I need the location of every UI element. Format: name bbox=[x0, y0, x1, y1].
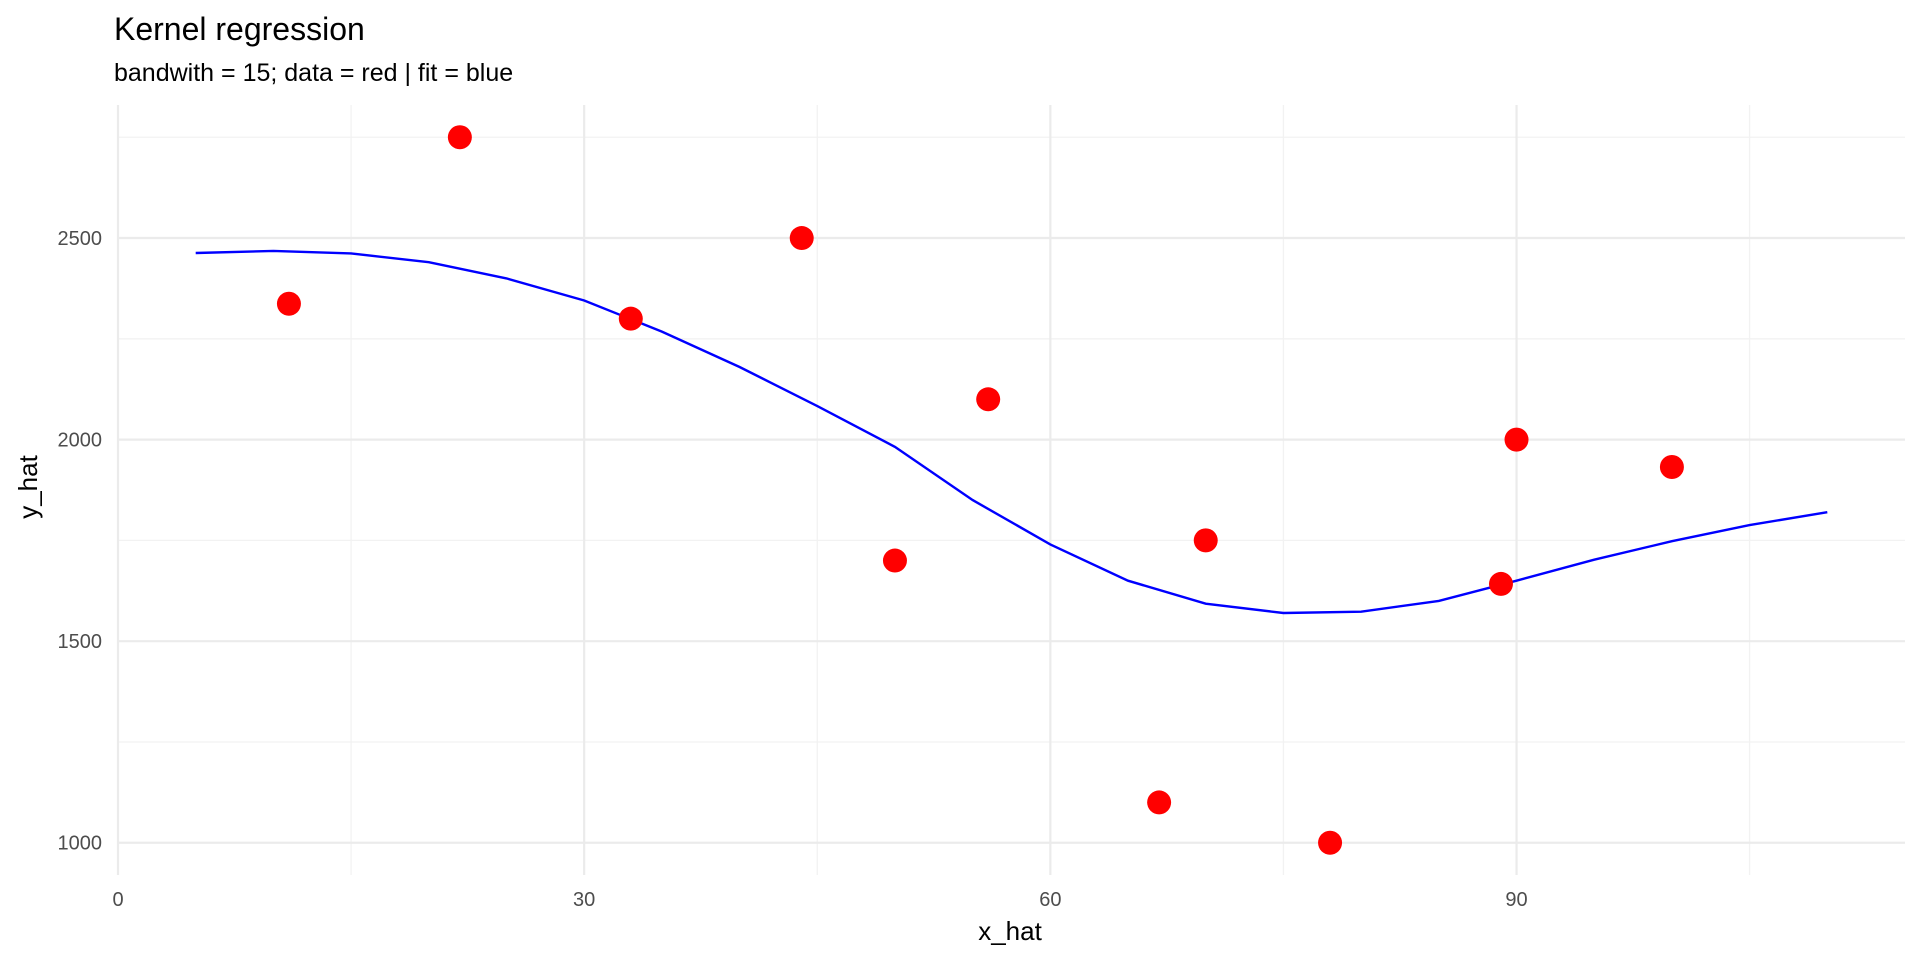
data-point bbox=[447, 125, 472, 150]
minor-gridlines bbox=[118, 105, 1905, 875]
y-tick-label: 1000 bbox=[58, 833, 103, 855]
data-point bbox=[618, 306, 643, 331]
y-tick-label: 2500 bbox=[58, 228, 103, 250]
x-tick-label: 0 bbox=[112, 889, 123, 911]
data-point bbox=[1318, 830, 1343, 855]
chart-subtitle: bandwith = 15; data = red | fit = blue bbox=[114, 59, 513, 87]
x-axis-tick-labels: 0 30 60 90 bbox=[112, 889, 1527, 911]
data-point bbox=[882, 548, 907, 573]
y-axis-title: y_hat bbox=[13, 454, 43, 518]
fit-line bbox=[195, 249, 1828, 615]
data-point bbox=[789, 226, 814, 251]
data-point bbox=[276, 291, 301, 316]
major-gridlines bbox=[116, 105, 1905, 875]
y-tick-label: 1500 bbox=[58, 631, 103, 653]
data-point bbox=[1504, 427, 1529, 452]
x-axis-title: x_hat bbox=[978, 916, 1042, 946]
data-point bbox=[1659, 455, 1684, 480]
y-axis-tick-labels: 1000 1500 2000 2500 bbox=[58, 228, 103, 855]
data-point bbox=[976, 387, 1001, 412]
data-points bbox=[276, 125, 1684, 855]
data-point bbox=[1193, 528, 1218, 553]
data-point bbox=[1488, 571, 1513, 596]
data-point bbox=[1147, 790, 1172, 815]
chart-title: Kernel regression bbox=[114, 11, 365, 47]
x-tick-label: 30 bbox=[573, 889, 595, 911]
x-tick-label: 90 bbox=[1505, 889, 1527, 911]
y-tick-label: 2000 bbox=[58, 430, 103, 452]
x-tick-label: 60 bbox=[1039, 889, 1061, 911]
